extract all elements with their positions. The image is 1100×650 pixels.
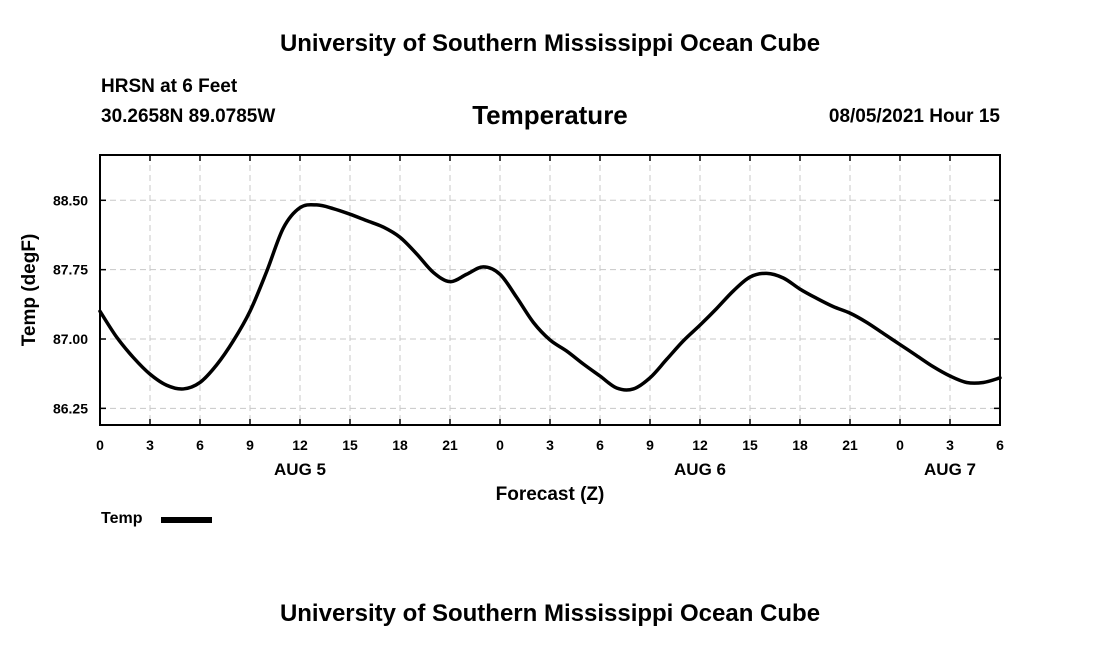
- y-tick-label: 86.25: [53, 400, 88, 416]
- x-tick-label: 15: [342, 437, 358, 453]
- x-tick-label: 15: [742, 437, 758, 453]
- y-tick-label: 87.75: [53, 262, 88, 278]
- x-tick-label: 0: [96, 437, 104, 453]
- legend-swatch: [161, 517, 212, 523]
- x-tick-label: 0: [496, 437, 504, 453]
- x-tick-label: 0: [896, 437, 904, 453]
- x-tick-label: 18: [792, 437, 808, 453]
- station-label: HRSN at 6 Feet: [101, 76, 238, 97]
- y-tick-label: 88.50: [53, 192, 88, 208]
- y-tick-label: 87.00: [53, 331, 88, 347]
- x-tick-label: 6: [596, 437, 604, 453]
- x-axis-label: Forecast (Z): [496, 484, 605, 505]
- date-label: AUG 7: [924, 460, 976, 479]
- x-tick-label: 12: [692, 437, 708, 453]
- date-labels: AUG 5 AUG 6 AUG 7: [274, 460, 976, 479]
- x-tick-label: 18: [392, 437, 408, 453]
- legend-label: Temp: [101, 510, 143, 527]
- x-tick-label: 6: [996, 437, 1004, 453]
- y-axis: 86.25 87.00 87.75 88.50: [53, 192, 1000, 416]
- variable-title: Temperature: [472, 100, 628, 130]
- footer-title: University of Southern Mississippi Ocean…: [279, 600, 821, 627]
- timestamp-label: 08/05/2021 Hour 15: [828, 106, 1000, 127]
- x-tick-label: 9: [246, 437, 254, 453]
- x-tick-label: 3: [946, 437, 954, 453]
- x-tick-label: 6: [196, 437, 204, 453]
- y-axis-label: Temp (degF): [19, 234, 40, 347]
- chart-title: University of Southern Mississippi Ocean…: [279, 30, 821, 57]
- series-layer: [98, 202, 1002, 392]
- date-label: AUG 5: [274, 460, 326, 479]
- grid: [100, 155, 1000, 425]
- x-tick-label: 12: [292, 437, 308, 453]
- x-tick-label: 21: [442, 437, 458, 453]
- x-tick-label: 21: [842, 437, 858, 453]
- date-label: AUG 6: [674, 460, 726, 479]
- x-tick-label: 3: [146, 437, 154, 453]
- x-tick-label: 3: [546, 437, 554, 453]
- x-tick-label: 9: [646, 437, 654, 453]
- temp-series-line: [98, 202, 1002, 392]
- x-axis: 0 3 6 9 12 15 18 21 0 3 6 9 12 15 18 21 0 3 6: [96, 155, 1004, 453]
- coordinates-label: 30.2658N 89.0785W: [101, 106, 276, 127]
